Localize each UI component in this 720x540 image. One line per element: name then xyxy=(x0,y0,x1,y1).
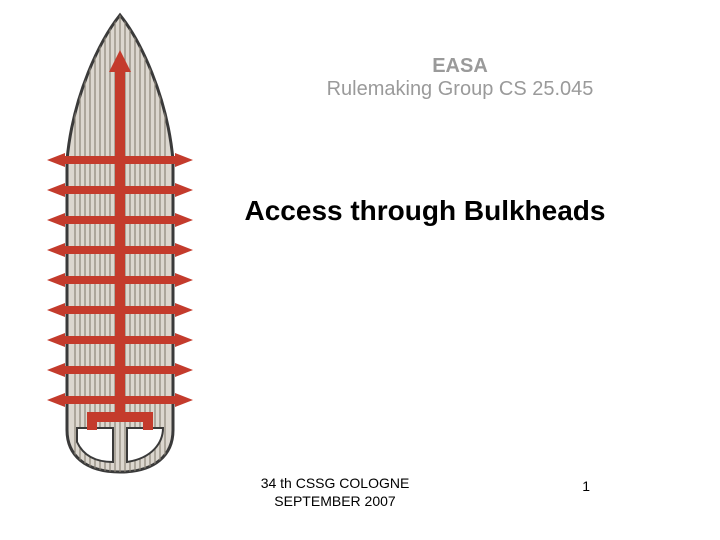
slide-title: Access through Bulkheads xyxy=(185,195,665,227)
stern-leg-right xyxy=(143,412,153,430)
header-subtitle: Rulemaking Group CS 25.045 xyxy=(260,78,660,101)
header-block: EASA Rulemaking Group CS 25.045 xyxy=(260,55,660,101)
stern-leg-left xyxy=(87,412,97,430)
ship-hull-diagram xyxy=(45,10,195,480)
footer-date: SEPTEMBER 2007 xyxy=(215,493,455,511)
footer-venue: 34 th CSSG COLOGNE xyxy=(215,475,455,493)
footer-venue-block: 34 th CSSG COLOGNE SEPTEMBER 2007 xyxy=(215,475,455,510)
cross-arrows xyxy=(47,153,193,407)
slide-root: EASA Rulemaking Group CS 25.045 Access t… xyxy=(0,0,720,540)
header-org: EASA xyxy=(260,55,660,78)
title-block: Access through Bulkheads xyxy=(185,195,665,227)
page-number: 1 xyxy=(582,478,590,494)
